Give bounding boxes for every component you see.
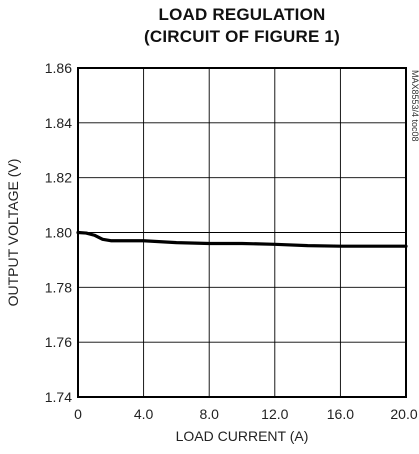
figure-code-note: MAX8553/4 toc08 (410, 70, 419, 142)
y-tick-labels: 1.74 1.76 1.78 1.80 1.82 1.84 1.86 (45, 60, 72, 405)
x-tick-label: 20.0 (390, 406, 417, 422)
chart-title-line-1: LOAD REGULATION (158, 5, 326, 24)
x-tick-label: 0 (74, 406, 82, 422)
y-axis-label: OUTPUT VOLTAGE (V) (5, 159, 21, 307)
x-tick-label: 16.0 (327, 406, 354, 422)
output-voltage-line (76, 230, 408, 248)
chart-title-line-2: (CIRCUIT OF FIGURE 1) (144, 27, 340, 46)
y-tick-label: 1.86 (45, 60, 72, 76)
y-tick-label: 1.82 (45, 170, 72, 186)
x-tick-label: 12.0 (261, 406, 288, 422)
x-tick-label: 4.0 (134, 406, 154, 422)
y-tick-label: 1.84 (45, 115, 72, 131)
grid-lines (78, 68, 406, 397)
y-tick-label: 1.76 (45, 334, 72, 350)
y-tick-label: 1.80 (45, 225, 72, 241)
y-tick-label: 1.74 (45, 389, 72, 405)
x-axis-label: LOAD CURRENT (A) (176, 428, 309, 444)
plot-frame (77, 67, 407, 398)
x-tick-labels: 0 4.0 8.0 12.0 16.0 20.0 (74, 406, 418, 422)
x-tick-label: 8.0 (199, 406, 219, 422)
chart-title: LOAD REGULATION (CIRCUIT OF FIGURE 1) (78, 4, 406, 48)
y-tick-label: 1.78 (45, 279, 72, 295)
